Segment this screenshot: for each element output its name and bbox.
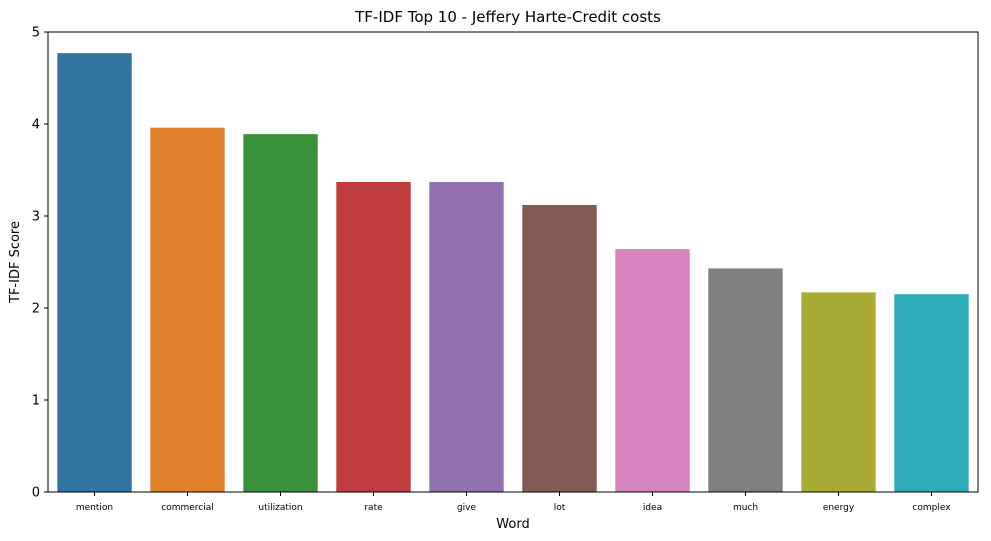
y-axis-label: TF-IDF Score <box>8 221 23 304</box>
bar-idea <box>615 249 690 492</box>
x-tick-label: complex <box>912 503 951 513</box>
bar-complex <box>894 294 969 492</box>
x-tick-label: idea <box>643 503 662 513</box>
x-tick-label: utilization <box>258 503 302 513</box>
chart-title: TF-IDF Top 10 - Jeffery Harte-Credit cos… <box>354 8 661 26</box>
bar-lot <box>522 204 597 492</box>
x-axis: mention commercial utilization rate give lot i… <box>76 492 951 513</box>
bar-rate <box>336 181 411 492</box>
x-tick-label: much <box>733 503 758 513</box>
x-tick-label: mention <box>76 503 113 513</box>
x-tick-label: rate <box>364 503 383 513</box>
bars-group <box>57 53 969 493</box>
bar-commercial <box>150 127 225 493</box>
x-axis-label: Word <box>496 517 529 532</box>
y-tick-label: 5 <box>32 26 40 41</box>
bar-energy <box>801 292 876 492</box>
x-tick-label: commercial <box>161 503 214 513</box>
bar-much <box>708 268 783 492</box>
y-tick-label: 1 <box>32 394 40 409</box>
y-axis: 0 1 2 3 4 5 <box>32 26 48 501</box>
y-tick-label: 0 <box>32 486 40 501</box>
x-tick-label: energy <box>823 503 855 513</box>
plot-frame <box>47 31 979 493</box>
bar-give <box>429 181 504 492</box>
bar-utilization <box>243 134 318 492</box>
bar-mention <box>57 53 132 492</box>
x-tick-label: give <box>457 503 477 513</box>
x-tick-label: lot <box>554 503 566 513</box>
y-tick-label: 4 <box>32 118 40 133</box>
y-tick-label: 3 <box>32 210 40 225</box>
y-tick-label: 2 <box>32 302 40 317</box>
